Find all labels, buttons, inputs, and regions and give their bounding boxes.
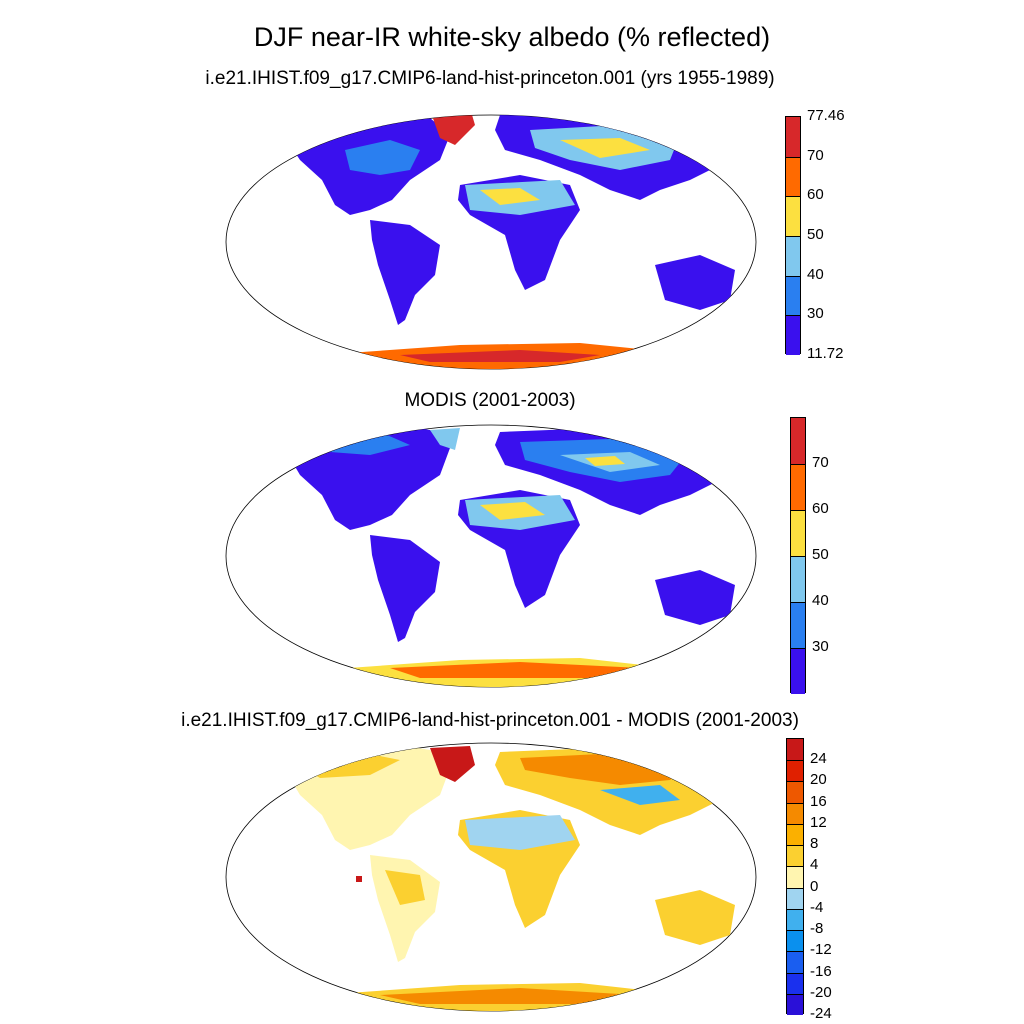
- colorbar-3-tick: -8: [810, 920, 824, 938]
- colorbar-3-tick: -16: [810, 962, 832, 980]
- map-panel-1: [225, 114, 757, 370]
- colorbar-segment: [791, 556, 805, 602]
- panel-1-title: i.e21.IHIST.f09_g17.CMIP6-land-hist-prin…: [205, 68, 775, 89]
- colorbar-panel-1: [785, 116, 801, 355]
- colorbar-segment: [791, 464, 805, 510]
- colorbar-segment: [787, 951, 803, 973]
- colorbar-segment: [786, 275, 800, 316]
- colorbar-panel-3: [786, 738, 804, 1015]
- colorbar-3-tick: 12: [810, 813, 827, 831]
- colorbar-2-tick: 60: [812, 500, 829, 517]
- colorbar-segment: [787, 760, 803, 782]
- panel-3-title: i.e21.IHIST.f09_g17.CMIP6-land-hist-prin…: [181, 710, 799, 731]
- colorbar-segment: [786, 117, 800, 157]
- colorbar-1-tick: 30: [807, 305, 824, 323]
- colorbar-3-tick: 24: [810, 750, 827, 768]
- colorbar-3-tick: 20: [810, 771, 827, 789]
- colorbar-segment: [786, 236, 800, 276]
- australia-region: [655, 890, 735, 945]
- colorbar-segment: [791, 648, 805, 694]
- colorbar-segment: [787, 887, 803, 909]
- colorbar-3-tick: -12: [810, 941, 832, 959]
- colorbar-1-tick: 40: [807, 265, 824, 283]
- colorbar-segment: [786, 315, 800, 355]
- colorbar-3-tick: 16: [810, 792, 827, 810]
- colorbar-1-tick: 50: [807, 226, 824, 243]
- colorbar-segment: [787, 993, 803, 1015]
- figure-title: DJF near-IR white-sky albedo (% reflecte…: [253, 22, 771, 52]
- colorbar-segment: [791, 418, 805, 464]
- colorbar-segment: [791, 510, 805, 556]
- colorbar-panel-2: [790, 417, 806, 694]
- colorbar-segment: [787, 823, 803, 846]
- colorbar-segment: [787, 739, 803, 761]
- colorbar-segment: [791, 602, 805, 648]
- colorbar-2-tick: 50: [812, 546, 829, 563]
- south-america-region: [370, 220, 440, 325]
- south-america-region: [370, 535, 440, 642]
- colorbar-3-tick: 0: [810, 877, 819, 895]
- colorbar-1-tick: 11.72: [807, 345, 844, 362]
- map-panel-3: [225, 742, 757, 1012]
- colorbar-segment: [787, 802, 803, 824]
- colorbar-3-tick: -20: [810, 983, 832, 1001]
- colorbar-segment: [787, 972, 803, 994]
- colorbar-segment: [787, 930, 803, 952]
- colorbar-segment: [787, 908, 803, 931]
- colorbar-3-tick: -4: [810, 898, 824, 916]
- colorbar-1-tick: 70: [807, 146, 824, 164]
- colorbar-1-tick: 77.46: [807, 107, 845, 124]
- colorbar-3-tick: 4: [810, 856, 819, 874]
- australia-region: [655, 255, 735, 310]
- colorbar-segment: [786, 196, 800, 236]
- colorbar-2-tick: 30: [812, 638, 829, 655]
- colorbar-segment: [787, 866, 803, 888]
- south-america-region: [370, 855, 440, 962]
- colorbar-segment: [787, 781, 803, 803]
- colorbar-2-tick: 40: [812, 592, 829, 609]
- panel-2-title: MODIS (2001-2003): [404, 390, 576, 411]
- colorbar-2-tick: 70: [812, 454, 829, 471]
- colorbar-segment: [787, 845, 803, 867]
- colorbar-segment: [786, 156, 800, 197]
- australia-region: [655, 570, 735, 625]
- colorbar-1-tick: 60: [807, 186, 824, 204]
- map-panel-2: [225, 424, 757, 688]
- greenland-region: [430, 746, 475, 782]
- colorbar-3-tick: -24: [810, 1005, 832, 1022]
- colorbar-3-tick: 8: [810, 835, 819, 853]
